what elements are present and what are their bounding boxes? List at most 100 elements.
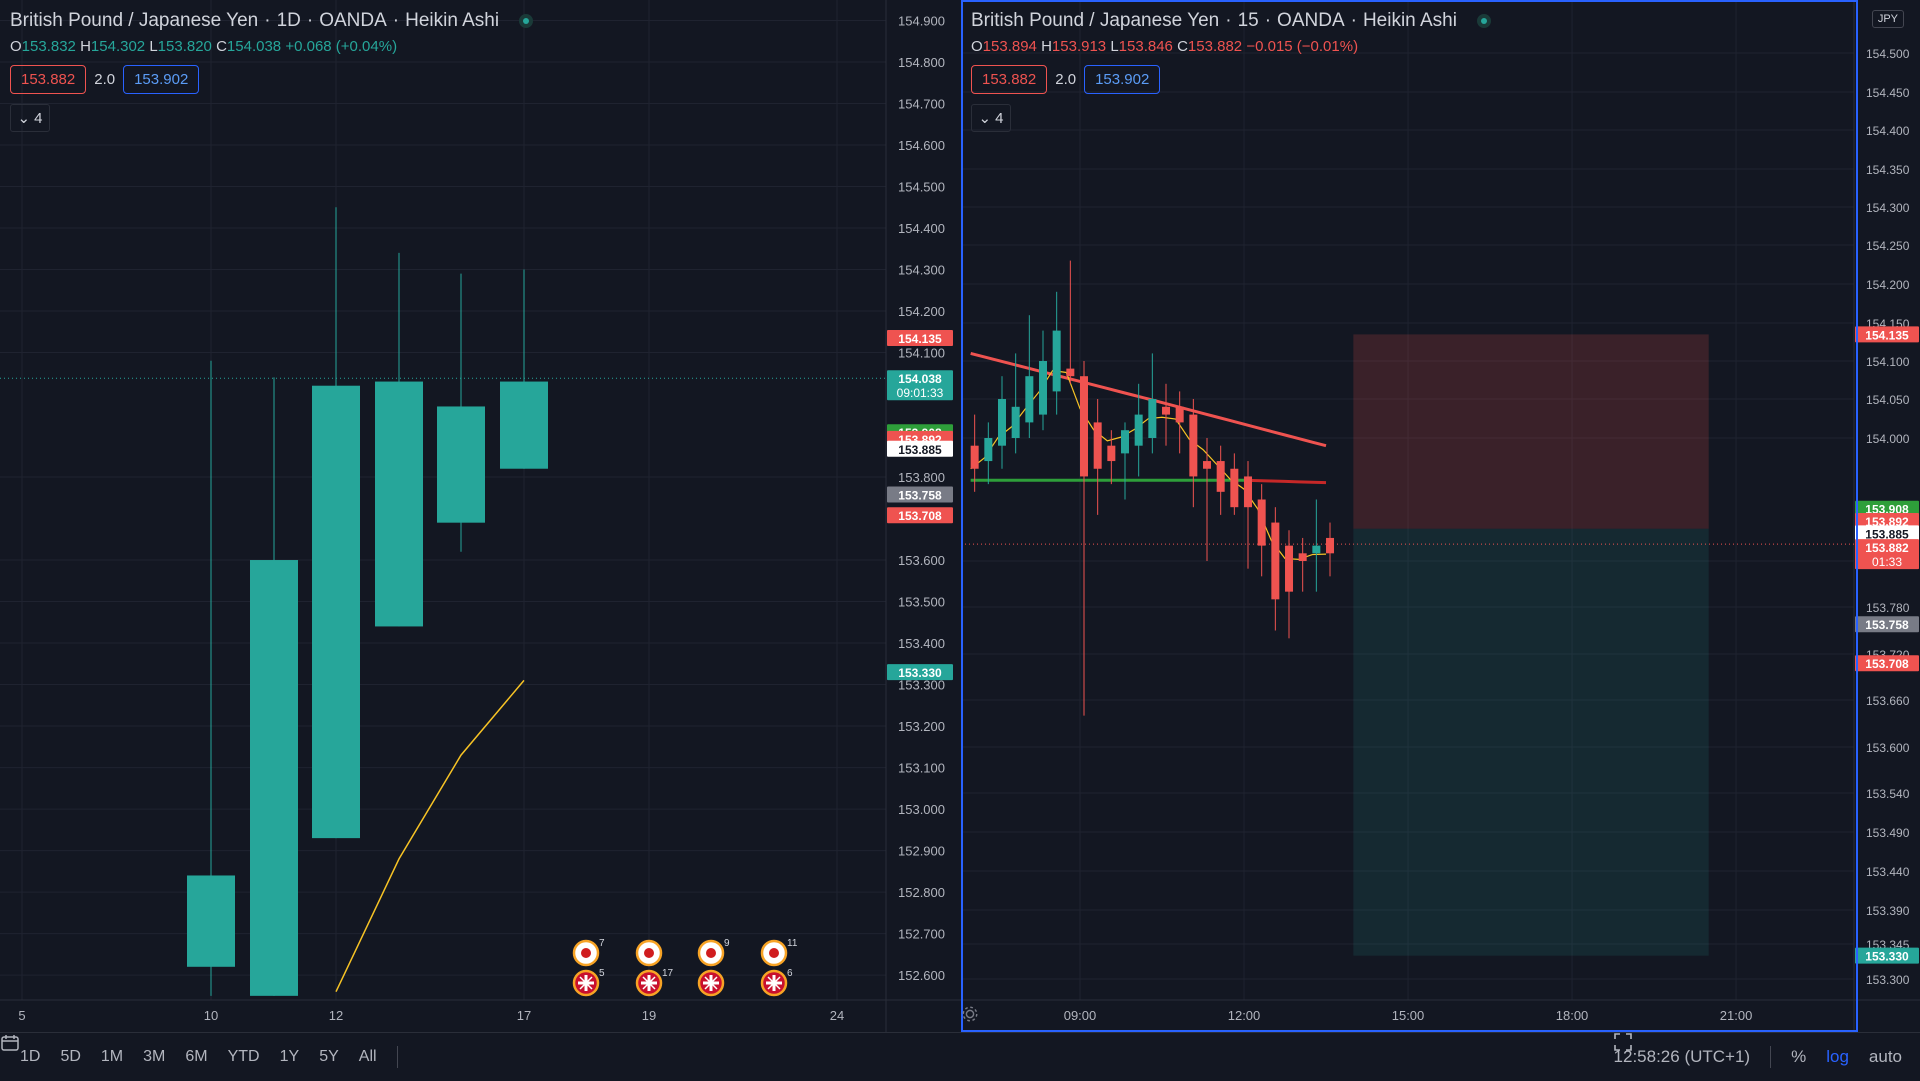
price-tick-label: 152.600 <box>898 968 945 983</box>
japan-flag-dot <box>706 948 716 958</box>
price-tick-label: 153.440 <box>1866 865 1910 879</box>
candle-body <box>1326 537 1335 554</box>
price-tick-label: 154.300 <box>898 262 945 277</box>
candle-body <box>1189 414 1198 477</box>
right-chart-canvas[interactable]: 154.500 154.450 154.400 154.350 154.300 154.2… <box>961 0 1920 1032</box>
range-1y[interactable]: 1Y <box>279 1048 300 1065</box>
range-3m[interactable]: 3M <box>143 1048 166 1065</box>
price-tick-label: 153.300 <box>1866 973 1910 987</box>
candle-body <box>1121 430 1130 454</box>
candle-body <box>970 445 979 469</box>
candle-body <box>1093 422 1102 469</box>
event-count: 11 <box>787 938 798 949</box>
log-scale-toggle[interactable]: log <box>1826 1047 1849 1066</box>
time-tick-label: 10 <box>204 1008 218 1023</box>
economic-event-icon: 17 <box>635 939 674 997</box>
candle-body <box>1080 376 1088 477</box>
candle-body <box>375 381 423 627</box>
price-tick-label: 154.700 <box>898 96 945 111</box>
go-to-date-icon[interactable] <box>0 1033 22 1053</box>
right-title[interactable]: British Pound / Japanese Yen · 15 · OAND… <box>971 10 1491 32</box>
candle-body <box>1271 522 1280 600</box>
price-label-text: 154.135 <box>898 332 942 346</box>
price-label-text: 153.758 <box>898 488 942 502</box>
time-tick-label: 15:00 <box>1392 1008 1425 1023</box>
price-tick-label: 153.660 <box>1866 694 1910 708</box>
indicators-collapse-button[interactable]: ⌄ 4 <box>10 104 50 132</box>
right-ohlc: O153.894 H153.913 L153.846 C153.882 −0.0… <box>971 38 1359 55</box>
price-tick-label: 154.400 <box>898 221 945 236</box>
market-status-icon[interactable] <box>1476 14 1491 28</box>
spread-value: 2.0 <box>1055 71 1077 88</box>
price-label-tag <box>1855 616 1919 633</box>
candle-body <box>1066 368 1075 377</box>
range-5y[interactable]: 5Y <box>319 1048 339 1065</box>
price-label-text: 153.885 <box>1865 527 1909 541</box>
time-tick-label: 17 <box>517 1008 531 1023</box>
chevron-down-icon: ⌄ <box>978 110 992 127</box>
right-change: −0.015 (−0.01%) <box>1246 38 1359 55</box>
price-label-tag <box>887 486 953 503</box>
stop-loss-zone <box>1353 334 1709 529</box>
buy-button[interactable]: 153.902 <box>123 65 200 94</box>
candle-body <box>1298 553 1307 561</box>
countdown-text: 09:01:33 <box>897 386 944 400</box>
candle-body <box>1107 445 1116 462</box>
range-6m[interactable]: 6M <box>185 1048 208 1065</box>
range-ytd[interactable]: YTD <box>227 1048 260 1065</box>
price-tick-label: 153.600 <box>1866 741 1910 755</box>
candle-body <box>984 438 993 462</box>
candle-body <box>250 560 298 996</box>
time-tick-label: 12 <box>329 1008 343 1023</box>
clock-readout[interactable]: 12:58:26 (UTC+1) <box>1613 1047 1751 1066</box>
price-label-tag <box>887 329 953 346</box>
left-chart-pane[interactable]: 154.900 154.800 154.700 154.600 154.500 154.4… <box>0 0 961 1032</box>
right-style: Heikin Ashi <box>1362 10 1457 31</box>
range-all[interactable]: All <box>358 1048 377 1065</box>
price-label-text: 153.882 <box>1865 541 1909 555</box>
range-1m[interactable]: 1M <box>100 1048 124 1065</box>
market-status-icon[interactable] <box>519 14 534 28</box>
candle-body <box>1162 406 1171 415</box>
moving-average-line <box>335 679 525 993</box>
left-title[interactable]: British Pound / Japanese Yen · 1D · OAND… <box>10 10 534 32</box>
left-chart-canvas[interactable]: 154.900 154.800 154.700 154.600 154.500 154.4… <box>0 0 961 1032</box>
left-change: +0.068 (+0.04%) <box>285 38 398 55</box>
price-tick-label: 153.200 <box>898 719 945 734</box>
price-tick-label: 154.900 <box>898 13 945 28</box>
event-count: 6 <box>787 968 793 979</box>
right-chart-pane[interactable]: 154.500 154.450 154.400 154.350 154.300 154.2… <box>961 0 1920 1032</box>
currency-badge[interactable]: JPY <box>1871 10 1904 28</box>
left-broker: OANDA <box>319 10 387 31</box>
price-tick-label: 153.390 <box>1866 904 1910 918</box>
price-tick-label: 153.500 <box>898 595 945 610</box>
japan-flag-dot <box>769 948 779 958</box>
left-ohlc: O153.832 H154.302 L153.820 C154.038 +0.0… <box>10 38 398 55</box>
uk-flag-diag <box>767 976 781 990</box>
left-symbol: British Pound / Japanese Yen <box>10 10 259 31</box>
price-label-tag <box>887 370 953 401</box>
economic-event-icon: 75 <box>572 938 605 997</box>
toolbar-divider <box>396 1046 398 1068</box>
event-count: 7 <box>599 938 605 949</box>
indicators-collapse-button[interactable]: ⌄ 4 <box>971 104 1011 132</box>
price-tick-label: 154.100 <box>1866 355 1910 369</box>
uk-flag-diag <box>642 976 656 990</box>
range-5d[interactable]: 5D <box>60 1048 81 1065</box>
sell-button[interactable]: 153.882 <box>971 65 1048 94</box>
candle-body <box>1011 406 1020 438</box>
range-1d[interactable]: 1D <box>20 1048 41 1065</box>
right-broker: OANDA <box>1277 10 1345 31</box>
fullscreen-icon[interactable] <box>1613 1033 1632 1051</box>
sell-button[interactable]: 153.882 <box>10 65 87 94</box>
price-tick-label: 154.000 <box>1866 432 1910 446</box>
percent-scale-toggle[interactable]: % <box>1791 1047 1807 1066</box>
price-label-tag <box>1855 525 1919 542</box>
buy-button[interactable]: 153.902 <box>1084 65 1161 94</box>
settings-gear-icon[interactable] <box>961 1005 979 1023</box>
auto-scale-toggle[interactable]: auto <box>1868 1047 1902 1066</box>
left-style: Heikin Ashi <box>405 10 500 31</box>
left-legend: British Pound / Japanese Yen · 1D · OAND… <box>10 10 534 132</box>
toolbar-divider <box>1770 1046 1772 1068</box>
time-tick-label: 19 <box>642 1008 656 1023</box>
